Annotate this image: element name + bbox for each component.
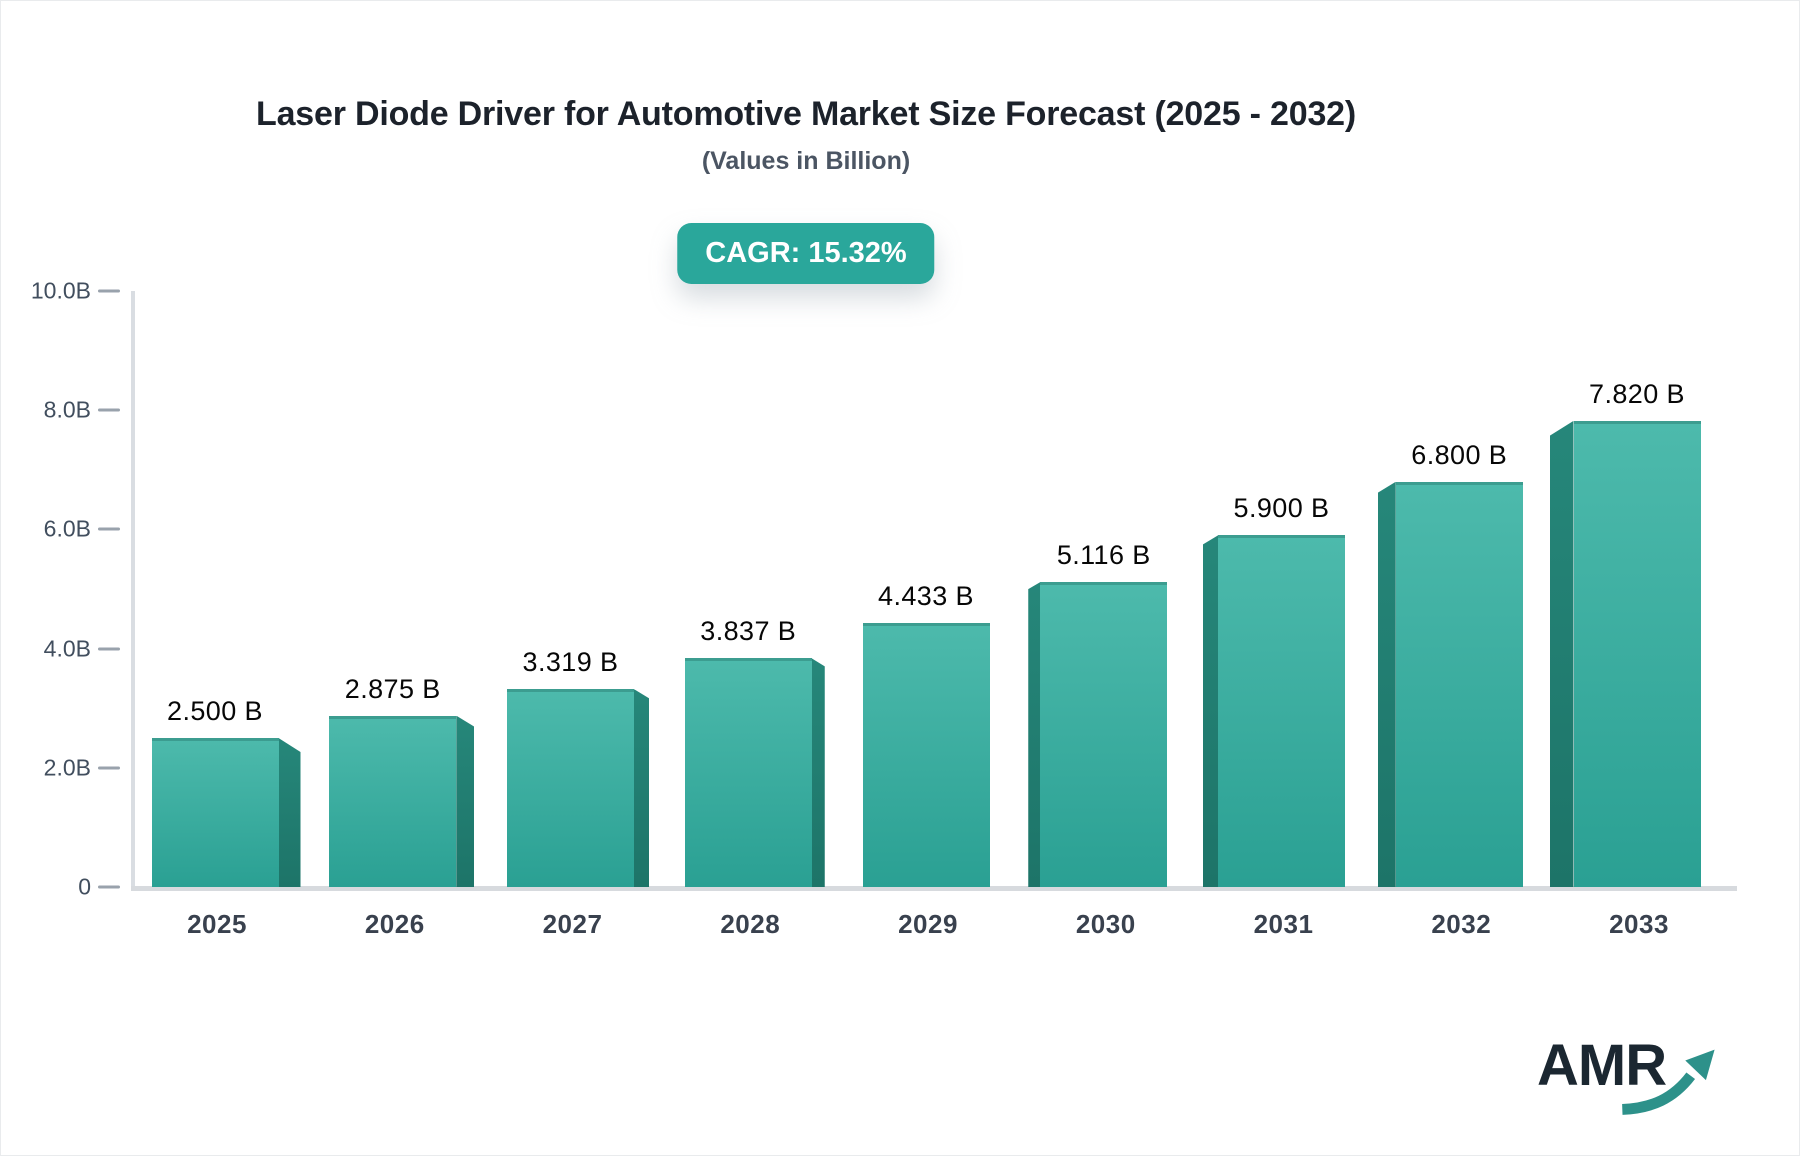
bar-face bbox=[507, 689, 634, 887]
bar-value-label: 6.800 B bbox=[1411, 439, 1508, 470]
bar-side-panel bbox=[811, 658, 825, 887]
x-axis-label: 2032 bbox=[1431, 909, 1492, 939]
y-axis-tick-mark bbox=[98, 647, 120, 651]
y-axis-tick-mark bbox=[98, 408, 120, 412]
bar-face bbox=[1040, 582, 1168, 887]
bar-face bbox=[684, 658, 812, 887]
bar-side-panel bbox=[278, 738, 301, 887]
bar-face bbox=[862, 622, 990, 887]
bar-value-label: 7.820 B bbox=[1589, 378, 1685, 409]
cagr-badge: CAGR: 15.32% bbox=[677, 223, 935, 284]
bar-face bbox=[151, 738, 279, 887]
y-axis-line bbox=[131, 291, 135, 891]
chart-subtitle: (Values in Billion) bbox=[701, 147, 911, 175]
bar-value-label: 3.837 B bbox=[700, 616, 797, 647]
bar-value-label: 2.875 B bbox=[344, 673, 441, 704]
chart-title: Laser Diode Driver for Automotive Market… bbox=[256, 95, 1356, 133]
bar-side-panel bbox=[1549, 420, 1574, 887]
y-axis-tick-mark bbox=[98, 766, 120, 770]
y-axis-tick-label: 2.0B bbox=[43, 754, 91, 781]
x-axis-label: 2028 bbox=[720, 909, 781, 939]
bar-side-panel bbox=[634, 689, 649, 887]
y-axis-tick-label: 4.0B bbox=[43, 635, 91, 662]
bar-side-panel bbox=[456, 715, 475, 887]
x-axis-line bbox=[131, 886, 1737, 891]
bar-value-label: 4.433 B bbox=[878, 580, 974, 611]
bar-value-label: 2.500 B bbox=[167, 696, 263, 726]
bar-value-label: 3.319 B bbox=[522, 647, 619, 678]
y-axis-tick-mark bbox=[98, 289, 120, 293]
y-axis-tick-label: 6.0B bbox=[43, 515, 91, 542]
amr-logo: AMR bbox=[1531, 1037, 1781, 1137]
bar-side-panel bbox=[1203, 535, 1218, 887]
bar-face bbox=[1218, 535, 1345, 887]
y-axis-tick-label: 8.0B bbox=[43, 396, 91, 423]
bar-face bbox=[1395, 481, 1523, 887]
y-axis-tick-mark bbox=[98, 527, 120, 531]
x-axis-label: 2031 bbox=[1253, 909, 1314, 939]
x-axis-label: 2033 bbox=[1609, 909, 1669, 939]
x-axis-label: 2026 bbox=[364, 909, 425, 939]
x-axis-label: 2025 bbox=[187, 909, 247, 939]
amr-logo-text: AMR bbox=[1537, 1033, 1667, 1098]
y-axis-tick-label: 10.0B bbox=[30, 277, 91, 304]
bar-value-label: 5.900 B bbox=[1233, 493, 1330, 524]
y-axis-tick-label: 0 bbox=[78, 873, 91, 900]
x-axis-label: 2030 bbox=[1075, 909, 1136, 939]
x-axis-label: 2027 bbox=[542, 909, 603, 939]
amr-logo-arrow-icon bbox=[1622, 1049, 1715, 1115]
bar-face bbox=[1573, 420, 1701, 887]
bar-value-label: 5.116 B bbox=[1056, 540, 1151, 571]
bar-face bbox=[329, 715, 457, 887]
bar-side-panel bbox=[1377, 481, 1396, 887]
y-axis-tick-mark bbox=[98, 885, 120, 889]
x-axis-label: 2029 bbox=[898, 909, 958, 939]
bar-side-panel bbox=[1028, 582, 1041, 887]
